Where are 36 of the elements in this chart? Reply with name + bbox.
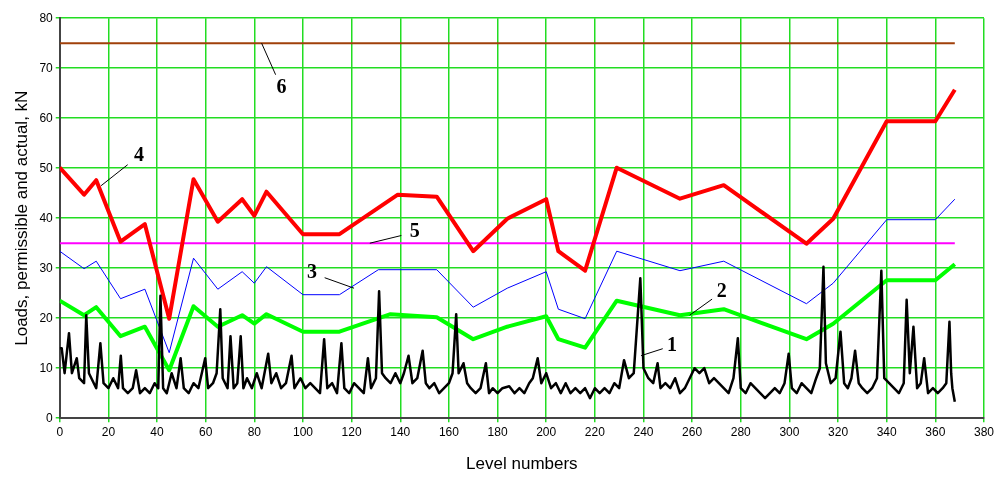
x-tick-label: 180 [487, 424, 508, 439]
y-tick-label: 60 [39, 110, 54, 125]
x-tick-label: 360 [925, 424, 946, 439]
x-tick-label: 340 [876, 424, 898, 439]
x-tick-label: 0 [56, 424, 64, 439]
x-tick-label: 260 [682, 424, 703, 439]
y-tick-label: 80 [39, 10, 54, 25]
x-tick-label: 60 [199, 424, 213, 439]
x-tick-label: 280 [730, 424, 752, 439]
x-tick-label: 200 [536, 424, 557, 439]
x-tick-label: 240 [633, 424, 654, 439]
x-tick-label: 120 [341, 424, 362, 439]
x-tick-label: 40 [150, 424, 165, 439]
annotation: 2 [716, 279, 727, 302]
annotation: 4 [134, 142, 145, 165]
x-tick-label: 100 [292, 424, 314, 439]
x-tick-label: 20 [101, 424, 116, 439]
y-tick-label: 20 [39, 310, 54, 325]
x-tick-label: 300 [779, 424, 800, 439]
y-tick-label: 30 [39, 260, 54, 275]
y-tick-label: 50 [39, 160, 54, 175]
annotation: 5 [409, 219, 420, 242]
annotation: 1 [667, 332, 678, 355]
x-tick-label: 320 [828, 424, 849, 439]
y-tick-label: 40 [39, 210, 54, 225]
y-tick-label: 10 [39, 360, 54, 375]
x-tick-label: 80 [247, 424, 262, 439]
y-axis-title: Loads, permissible and actual, kN [11, 90, 31, 346]
annotation: 6 [276, 75, 287, 98]
x-tick-label: 140 [390, 424, 411, 439]
x-tick-label: 220 [584, 424, 606, 439]
y-tick-label: 0 [46, 410, 54, 425]
y-tick-label: 70 [39, 60, 54, 75]
x-tick-label: 160 [438, 424, 460, 439]
x-tick-label: 380 [973, 424, 995, 439]
x-axis-title: Level numbers [466, 454, 578, 474]
